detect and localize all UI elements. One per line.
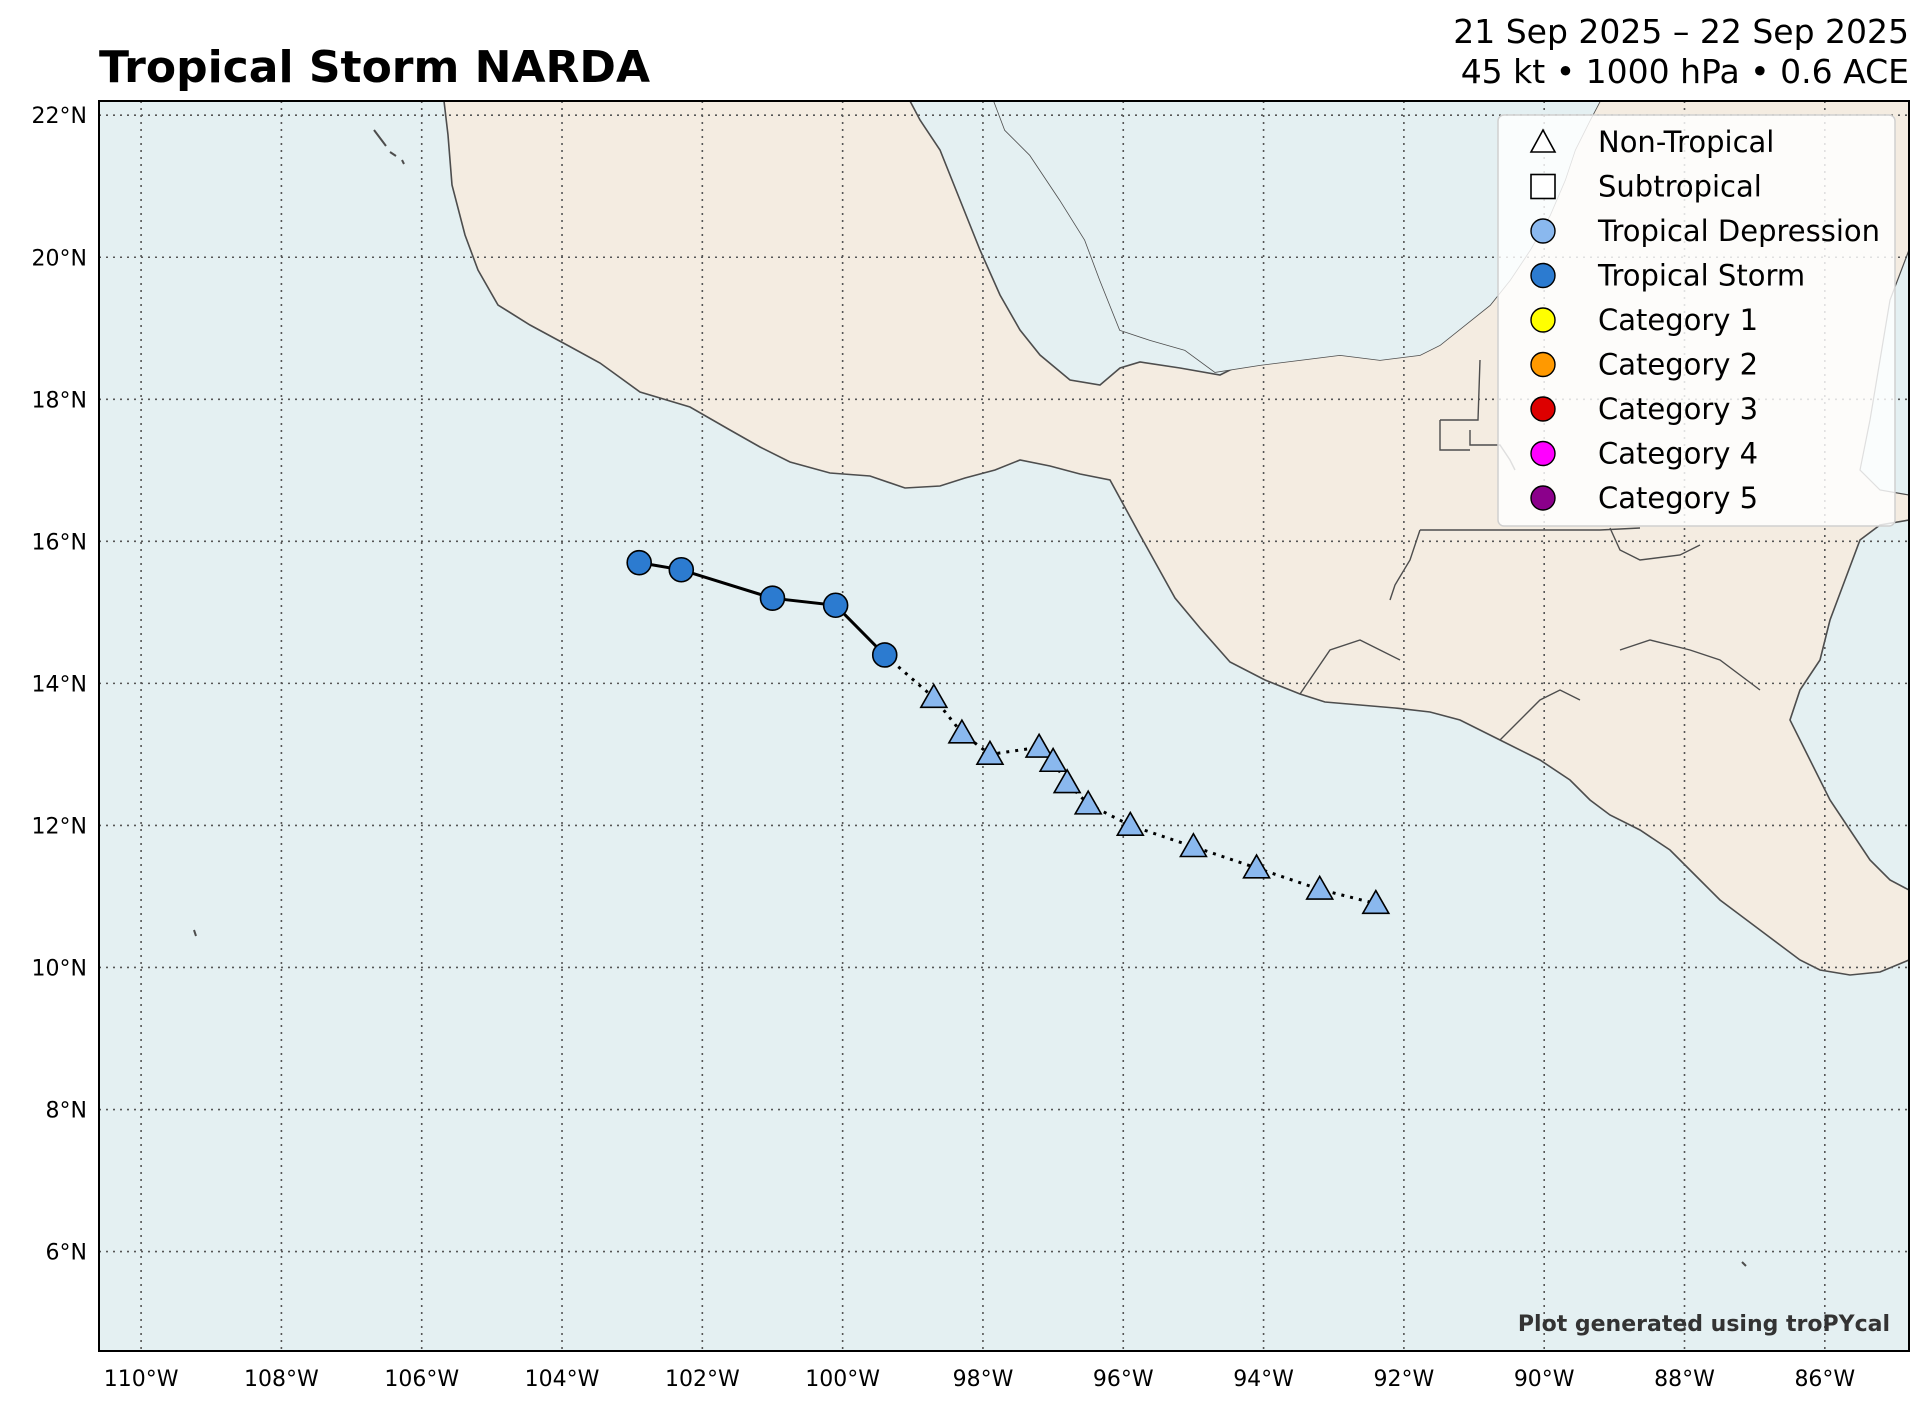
legend-marker [1530,262,1556,289]
storm-stats: 45 kt • 1000 hPa • 0.6 ACE [1460,52,1909,91]
legend-label: Category 3 [1598,392,1758,426]
lat-tick-label: 20°N [32,246,87,271]
lat-tick-label: 22°N [32,104,87,129]
track-point-non-tropical [1073,789,1103,815]
lat-tick-label: 10°N [32,956,87,981]
lon-tick-label: 104°W [525,1367,600,1392]
legend-marker [1529,128,1557,153]
track-point-non-tropical [919,682,949,709]
legend-marker [1530,307,1556,333]
lon-tick-label: 94°W [1233,1367,1294,1392]
lon-tick-label: 100°W [805,1367,880,1392]
track-point-tropical-storm [871,642,898,668]
plot-title: Tropical Storm NARDA [99,42,651,93]
track-point-tropical-storm [759,585,786,611]
islands [193,129,1747,1267]
legend-label: Category 4 [1598,437,1758,471]
lon-tick-label: 90°W [1514,1367,1575,1392]
legend-label: Subtropical [1598,170,1762,204]
map-gridlines [99,101,1909,1351]
legend-label: Category 5 [1598,481,1758,515]
legend-label: Tropical Storm [1597,259,1805,293]
track-point-non-tropical [1361,888,1391,915]
storm-track [626,549,1391,915]
lon-tick-label: 98°W [953,1367,1014,1392]
track-points [626,549,1391,915]
track-point-tropical-storm [626,549,652,576]
legend-label: Category 2 [1598,348,1758,382]
credit-text: Plot generated using troPYcal [1518,1312,1890,1337]
track-point-tropical-storm [668,556,695,583]
track-point-non-tropical [1115,810,1145,836]
lon-tick-label: 88°W [1654,1367,1715,1392]
lon-tick-label: 86°W [1794,1367,1855,1392]
lon-tick-label: 106°W [384,1367,459,1392]
lon-tick-label: 92°W [1374,1367,1435,1392]
legend: Non-Tropical Subtropical Tropical Depressi… [1497,114,1896,527]
map-frame [98,100,1910,1352]
axis-tick-labels: 110°W 108°W 106°W 104°W 102°W 100°W 98°W 96°W 94… [32,104,1856,1392]
lon-tick-label: 110°W [104,1367,179,1392]
legend-label: Tropical Depression [1597,214,1880,248]
lat-tick-label: 8°N [46,1099,87,1124]
legend-marker [1530,396,1556,422]
track-point-non-tropical [1179,832,1208,858]
lon-tick-label: 108°W [244,1367,319,1392]
lat-tick-label: 12°N [32,814,87,839]
track-point-non-tropical [1305,874,1335,900]
legend-marker [1530,218,1556,244]
track-point-non-tropical [1052,768,1082,794]
legend-box [1497,114,1896,527]
date-range: 21 Sep 2025 – 22 Sep 2025 [1453,12,1909,51]
legend-marker [1530,440,1556,467]
lat-tick-label: 18°N [32,388,87,413]
lon-tick-label: 96°W [1093,1367,1154,1392]
lat-tick-label: 16°N [32,530,87,555]
track-point-non-tropical [1024,732,1054,758]
caribbean-water [1789,519,1909,891]
track-point-non-tropical [975,739,1005,765]
lat-tick-label: 14°N [32,672,87,697]
legend-label: Category 1 [1598,303,1758,337]
track-point-non-tropical [1038,746,1068,773]
legend-marker [1530,485,1556,511]
legend-marker [1530,173,1556,200]
track-point-non-tropical [1242,853,1271,879]
lat-tick-label: 6°N [46,1241,87,1266]
legend-marker [1530,351,1556,378]
gulf-of-mexico-water [994,101,1600,372]
legend-label: Non-Tropical [1598,125,1774,159]
track-point-tropical-storm [822,592,849,619]
track-point-non-tropical [947,718,977,744]
lon-tick-label: 102°W [665,1367,740,1392]
